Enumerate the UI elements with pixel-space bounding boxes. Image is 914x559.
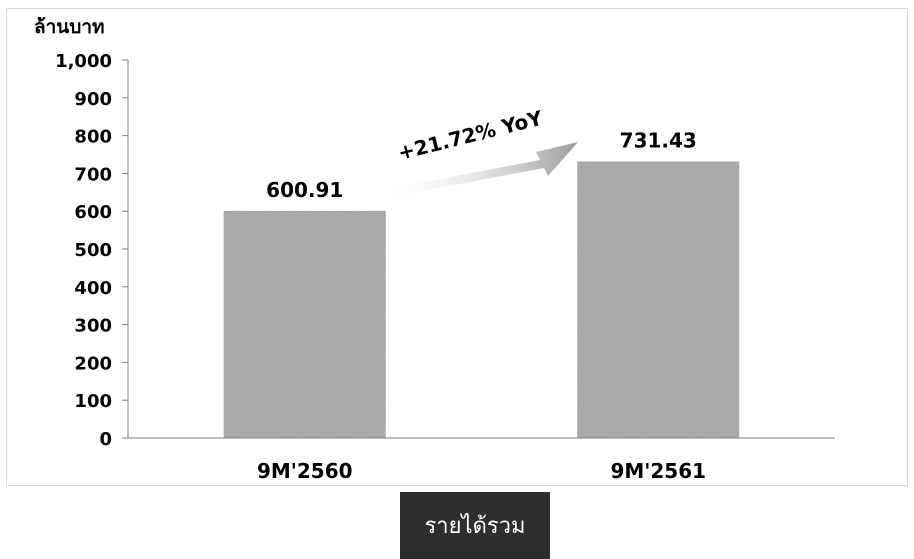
yoy-annotation: +21.72% YoY — [395, 106, 545, 165]
y-tick-label: 1,000 — [55, 51, 112, 72]
caption-box: รายได้รวม — [400, 492, 550, 559]
y-tick-label: 500 — [74, 240, 112, 261]
y-tick-label: 900 — [74, 89, 112, 110]
y-tick-label: 0 — [99, 429, 112, 450]
y-tick-label: 700 — [74, 164, 112, 185]
y-tick-label: 400 — [74, 278, 112, 299]
y-tick-label: 100 — [74, 391, 112, 412]
bar-value-label: 600.91 — [266, 178, 343, 202]
y-tick-label: 800 — [74, 127, 112, 148]
revenue-bar-chart: ล้านบาท 0 100 200 300 400 500 600 700 800 900 1,00… — [34, 16, 835, 483]
caption-text: รายได้รวม — [424, 514, 526, 539]
x-category-label: 9M'2560 — [257, 459, 353, 483]
y-tick-label: 300 — [74, 316, 112, 337]
x-category-label: 9M'2561 — [610, 459, 706, 483]
y-axis-label: ล้านบาท — [34, 16, 105, 38]
bar-0 — [223, 210, 386, 438]
chart-panel — [6, 8, 908, 486]
bar-1 — [577, 161, 740, 438]
y-tick-label: 600 — [74, 202, 112, 223]
bar-value-label: 731.43 — [620, 129, 697, 153]
growth-arrow — [392, 142, 578, 196]
growth-arrow-shape — [392, 142, 578, 196]
y-tick-label: 200 — [74, 353, 112, 374]
